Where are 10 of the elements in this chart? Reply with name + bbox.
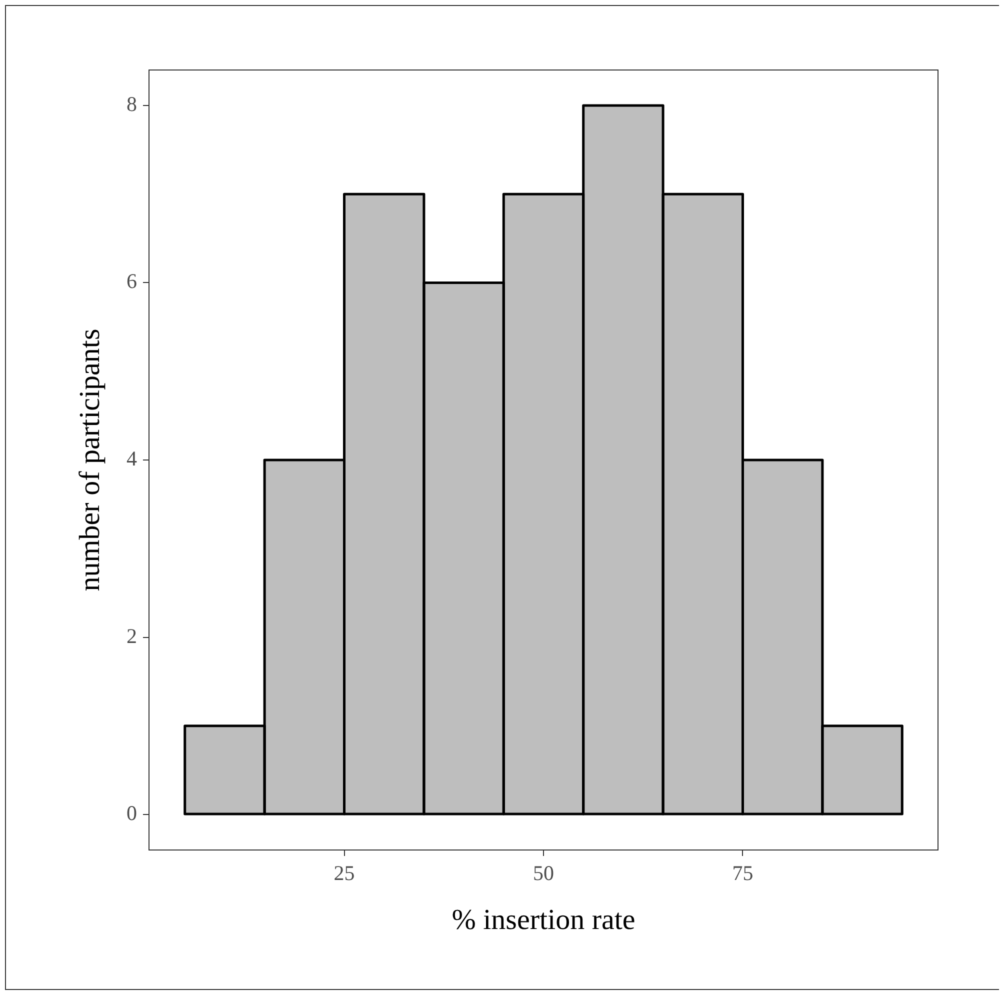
y-tick-label: 6 (126, 269, 137, 294)
x-axis-title: % insertion rate (452, 904, 636, 936)
y-tick-label: 0 (126, 801, 137, 826)
y-tick-label: 8 (126, 92, 137, 116)
x-tick-label: 25 (334, 861, 355, 886)
x-tick-label: 50 (533, 861, 554, 886)
y-tick-label: 2 (126, 624, 137, 648)
x-tick-label: 75 (732, 861, 754, 886)
y-tick-label: 4 (126, 446, 138, 471)
y-axis-title: number of participants (74, 328, 106, 592)
